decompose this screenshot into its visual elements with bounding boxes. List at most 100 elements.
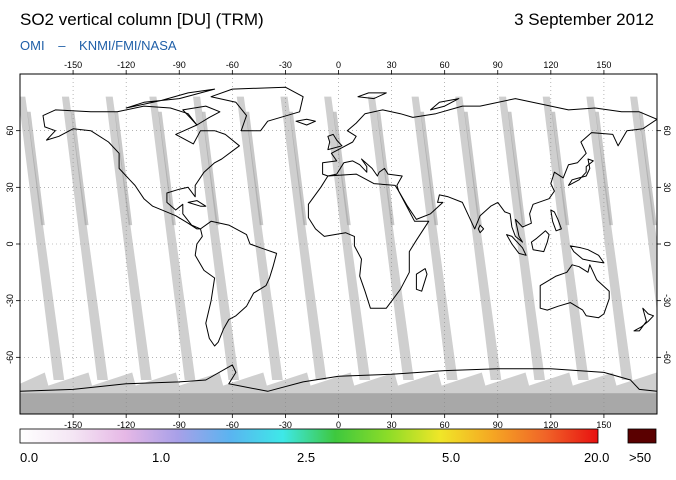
colorbar-label-2: 2.5 (297, 450, 316, 465)
coastline-iceland (295, 118, 316, 126)
coastline-sumatra (506, 234, 527, 256)
lat-label-left: -30 (5, 294, 15, 307)
coastline-greenland (210, 86, 304, 132)
lat-label-right: -30 (662, 294, 672, 307)
coastline-antarctica (20, 364, 657, 392)
swath-gap (586, 96, 633, 381)
colorbar (19, 428, 599, 444)
swath-gap-dark (289, 111, 308, 226)
coastline-new-zealand (633, 307, 654, 332)
coastline-borneo (530, 230, 550, 253)
lon-label-top: -30 (279, 60, 292, 70)
lat-label-right: 30 (662, 182, 672, 192)
coastline-africa (307, 173, 430, 309)
swath-gap (193, 96, 240, 381)
coastline-japan (568, 158, 594, 186)
coastline-new-guinea (569, 245, 605, 264)
swath-gap-dark (638, 111, 657, 226)
lon-label-bottom: 90 (493, 420, 503, 430)
swath-gap-dark (376, 111, 395, 226)
swath-gap (149, 96, 196, 381)
swath-gap (61, 96, 108, 381)
lon-label-bottom: -30 (279, 420, 292, 430)
credit-agencies: KNMI/FMI/NASA (79, 38, 177, 53)
coastline-svalbard (357, 92, 387, 100)
coastline-south-america (194, 220, 278, 347)
swath-gap-dark (551, 111, 570, 226)
lon-label-top: 120 (543, 60, 558, 70)
lon-label-top: 150 (596, 60, 611, 70)
polar-night-mask (20, 372, 657, 414)
swath-gap-dark (333, 111, 351, 226)
lon-label-top: -60 (226, 60, 239, 70)
swath-gap-dark (507, 111, 526, 226)
lon-label-top: 0 (336, 60, 341, 70)
coastline-novaya-zemlya (430, 98, 460, 111)
credit-dash: – (58, 38, 66, 53)
lat-label-right: 0 (662, 241, 672, 246)
lon-label-top: -120 (117, 60, 135, 70)
lon-label-bottom: -60 (226, 420, 239, 430)
lat-label-left: 0 (5, 241, 15, 246)
swath-gap-dark (114, 111, 133, 226)
swath-gap-dark (245, 111, 264, 226)
swath-gap (324, 96, 371, 381)
lat-label-right: 60 (662, 126, 672, 136)
lat-label-left: -60 (5, 351, 15, 364)
colorbar-label-1: 1.0 (152, 450, 171, 465)
lon-label-bottom: 0 (336, 420, 341, 430)
swath-gap-dark (420, 111, 439, 226)
coastline-sri-lanka (477, 224, 485, 234)
swath-gap-dark (158, 111, 176, 226)
lon-label-top: 90 (493, 60, 503, 70)
map-title: SO2 vertical column [DU] (TRM) (20, 10, 264, 29)
lon-label-top: -150 (64, 60, 82, 70)
lat-label-right: -60 (662, 351, 672, 364)
coastline-australia (539, 264, 610, 319)
swath-gap (542, 96, 589, 381)
colorbar-overflow-swatch (627, 428, 657, 444)
colorbar-overflow-label: >50 (629, 450, 652, 465)
coastline-north-america (42, 105, 240, 230)
swath-gap-dark (464, 111, 482, 226)
colorbar-label-3: 5.0 (442, 450, 461, 465)
coastline-arctic-islands (125, 88, 216, 109)
credit-instrument: OMI (20, 38, 45, 53)
lon-label-bottom: -120 (117, 420, 135, 430)
swath-gap (236, 96, 283, 381)
swath-gap-dark (201, 111, 220, 226)
coastline-madagascar (415, 268, 428, 292)
graticule (20, 74, 657, 414)
map-date: 3 September 2012 (514, 10, 654, 29)
lon-label-bottom: 60 (440, 420, 450, 430)
lon-label-bottom: 150 (596, 420, 611, 430)
swath-gap (105, 96, 152, 381)
swath-gap-dark (595, 111, 613, 226)
axis-ticks: -150 -150 -120 -120 -90 -90 -60 -60 -30 -30 0 0 30 30… (5, 60, 672, 430)
lon-label-bottom: 120 (543, 420, 558, 430)
swath-gap-dark (27, 111, 45, 226)
swath-gap-dark (70, 111, 89, 226)
lon-label-bottom: -90 (173, 420, 186, 430)
coastline-eurasia (322, 98, 657, 243)
lon-label-bottom: -150 (64, 420, 82, 430)
lon-label-top: 30 (387, 60, 397, 70)
swath-gap (498, 96, 545, 381)
lat-label-left: 60 (5, 126, 15, 136)
orbit-swaths (20, 96, 657, 381)
swath-gap (367, 96, 414, 381)
swath-gap (20, 96, 65, 380)
swath-gap (411, 96, 458, 381)
coastline-baffin (182, 105, 221, 126)
swath-gap (455, 96, 502, 381)
colorbar-label-0: 0.0 (20, 450, 39, 465)
lat-label-left: 30 (5, 182, 15, 192)
coastline-uk (327, 133, 343, 151)
lon-label-top: 60 (440, 60, 450, 70)
coastline-cuba (187, 200, 207, 207)
coastlines (20, 86, 657, 392)
coastline-philippines (550, 209, 562, 232)
lon-label-bottom: 30 (387, 420, 397, 430)
swath-gap (280, 96, 327, 381)
